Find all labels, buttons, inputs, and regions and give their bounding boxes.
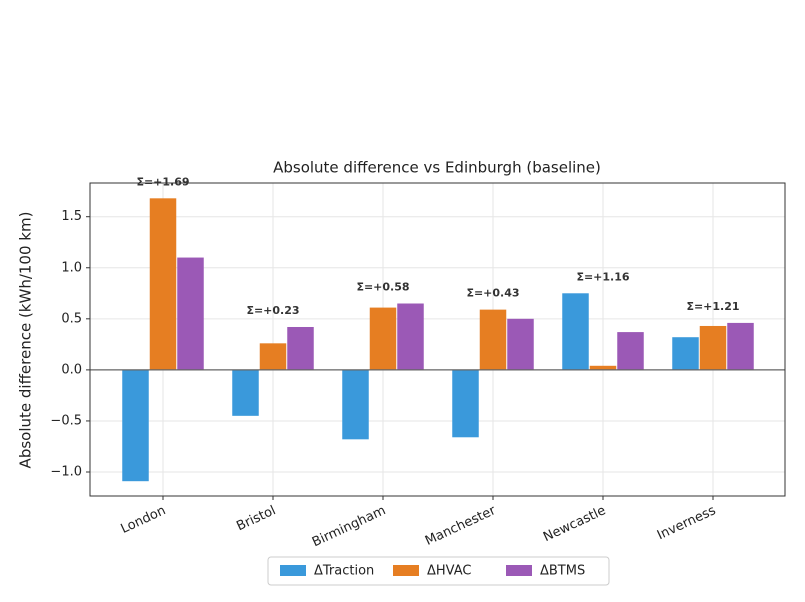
bar (149, 198, 177, 370)
x-tick-label: Birmingham (310, 503, 388, 550)
y-tick-label: −1.0 (50, 465, 82, 480)
sum-label: Σ=+0.23 (246, 304, 299, 317)
y-tick-label: −0.5 (50, 413, 82, 428)
legend-swatch (393, 565, 419, 576)
bar (699, 325, 727, 370)
bar (259, 343, 287, 370)
chart-title: Absolute difference vs Edinburgh (baseli… (273, 159, 601, 177)
bar (727, 322, 754, 370)
bar (342, 369, 369, 440)
sum-label: Σ=+1.69 (136, 175, 189, 188)
plot-frame (89, 182, 786, 497)
bar (452, 369, 479, 438)
sum-label: Σ=+0.43 (466, 287, 519, 300)
y-axis-label: Absolute difference (kWh/100 km) (17, 212, 35, 469)
bar (287, 326, 314, 370)
bar (397, 303, 424, 370)
legend-swatch (506, 565, 532, 576)
y-tick-label: 0.0 (61, 362, 82, 377)
bar (122, 369, 149, 482)
legend (267, 556, 610, 586)
x-tick-label: Bristol (234, 503, 278, 534)
y-tick-label: 1.0 (61, 260, 82, 275)
bar (562, 293, 589, 370)
legend-swatch (280, 565, 306, 576)
sum-label: Σ=+1.21 (686, 300, 739, 313)
bar (479, 309, 507, 370)
bar (369, 307, 397, 370)
y-tick-label: 1.5 (61, 209, 82, 224)
bar (617, 332, 644, 370)
bar (507, 318, 534, 370)
bar (589, 365, 617, 370)
legend-label: ΔTraction (314, 564, 374, 579)
sum-label: Σ=+1.16 (576, 270, 629, 283)
x-tick-label: Newcastle (541, 503, 608, 545)
x-tick-label: Inverness (655, 503, 718, 543)
x-tick-label: Manchester (423, 503, 499, 549)
sum-label: Σ=+0.58 (356, 281, 409, 294)
legend-label: ΔBTMS (540, 564, 585, 579)
bar (672, 337, 699, 370)
bar (177, 257, 204, 370)
x-tick-label: London (119, 503, 169, 537)
y-tick-label: 0.5 (61, 311, 82, 326)
bar (232, 369, 259, 416)
legend-label: ΔHVAC (427, 564, 471, 579)
